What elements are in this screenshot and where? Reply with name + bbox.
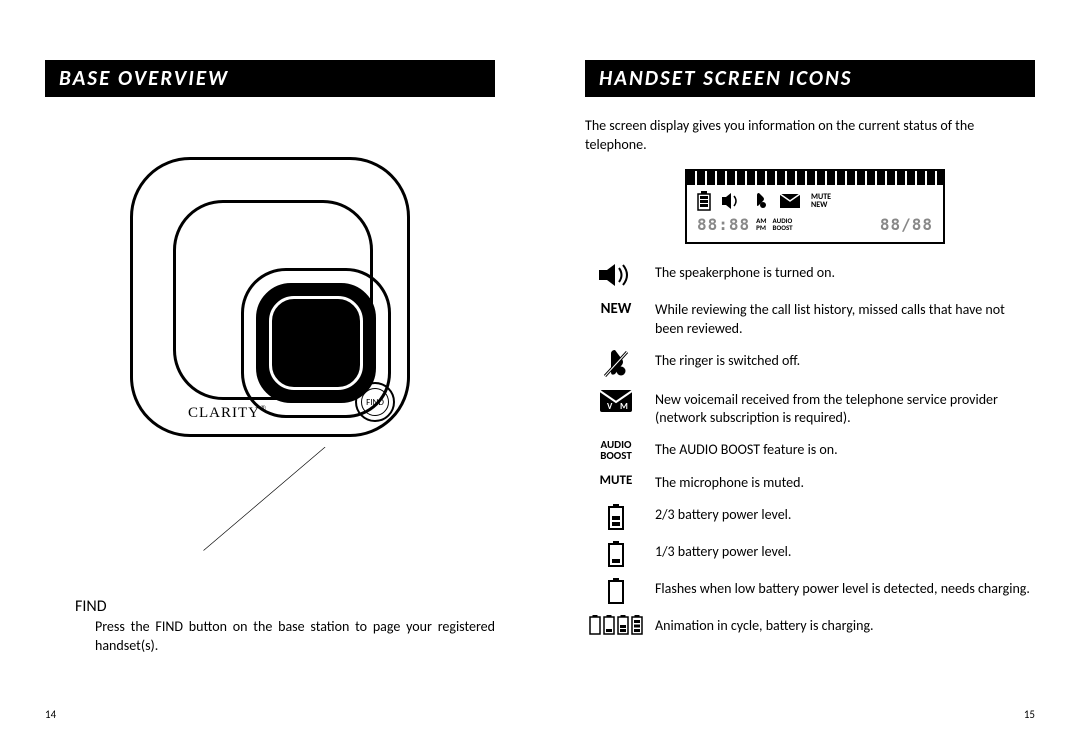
page-number-left: 14 (45, 708, 56, 721)
lcd-boost: BOOST (773, 224, 793, 231)
audio-boost-l2: BOOST (600, 450, 632, 461)
lcd-count: 88/88 (880, 215, 933, 234)
left-page: BASE OVERVIEW CLARITY® FIND FIND Press t… (0, 0, 540, 741)
svg-text:M: M (620, 401, 628, 412)
find-caption-label: FIND (75, 597, 495, 616)
lcd-pm: PM (756, 224, 766, 231)
speaker-icon (585, 262, 647, 288)
lcd-screen-diagram: MUTE NEW 88:88 AM PM AUDIO BOOST 88/88 (685, 169, 945, 244)
base-outer-shell: CLARITY® FIND (130, 157, 410, 437)
find-caption: FIND Press the FIND button on the base s… (75, 597, 495, 656)
battery-full-icon (697, 191, 711, 211)
mute-icon: MUTE (585, 472, 647, 493)
battery-13-desc: 1/3 battery power level. (655, 541, 1035, 567)
brand-text: CLARITY (188, 405, 260, 421)
lcd-new-label: NEW (811, 201, 831, 209)
base-cradle (256, 283, 376, 403)
lcd-ampm: AM PM (756, 217, 766, 231)
intro-text: The screen display gives you information… (585, 117, 1035, 155)
mute-desc: The microphone is muted. (655, 472, 1035, 493)
voicemail-icon: VM (585, 389, 647, 429)
callout-line (170, 447, 360, 557)
lcd-mute-new: MUTE NEW (811, 193, 831, 209)
battery-23-desc: 2/3 battery power level. (655, 504, 1035, 530)
find-button: FIND (355, 382, 395, 422)
new-icon: NEW (585, 299, 647, 339)
lcd-body: MUTE NEW 88:88 AM PM AUDIO BOOST 88/88 (687, 185, 943, 242)
right-page: HANDSET SCREEN ICONS The screen display … (540, 0, 1080, 741)
lcd-row-1: MUTE NEW (697, 191, 933, 211)
battery-empty-desc: Flashes when low battery power level is … (655, 578, 1035, 604)
battery-empty-icon (585, 578, 647, 604)
battery-charging-desc: Animation in cycle, battery is charging. (655, 615, 1035, 636)
voicemail-desc: New voicemail received from the telephon… (655, 389, 1035, 429)
find-button-label: FIND (366, 397, 384, 408)
new-desc: While reviewing the call list history, m… (655, 299, 1035, 339)
base-station-diagram: CLARITY® FIND (90, 157, 450, 537)
svg-text:V: V (607, 401, 613, 412)
lcd-audioboost: AUDIO BOOST (773, 217, 793, 231)
icon-legend-table: The speakerphone is turned on. NEW While… (585, 262, 1035, 636)
battery-23-icon (585, 504, 647, 530)
lcd-time: 88:88 (697, 215, 750, 234)
page-number-right: 15 (1024, 708, 1035, 721)
ringer-off-desc: The ringer is switched off. (655, 350, 1035, 378)
find-button-inner: FIND (361, 388, 389, 416)
audio-boost-icon: AUDIO BOOST (585, 439, 647, 461)
audio-boost-desc: The AUDIO BOOST feature is on. (655, 439, 1035, 461)
envelope-small-icon (779, 193, 801, 209)
lcd-row-2: 88:88 AM PM AUDIO BOOST 88/88 (697, 215, 933, 234)
base-inner-ring (173, 200, 373, 400)
base-overview-header: BASE OVERVIEW (45, 60, 495, 97)
speaker-small-icon (721, 192, 741, 210)
lcd-top-border (687, 171, 943, 185)
battery-charging-icon (585, 615, 647, 636)
find-caption-desc: Press the FIND button on the base statio… (75, 618, 495, 656)
ringer-small-icon (751, 192, 769, 210)
speaker-desc: The speakerphone is turned on. (655, 262, 1035, 288)
ringer-off-icon (585, 350, 647, 378)
brand-logo: CLARITY® (188, 404, 267, 422)
handset-icons-header: HANDSET SCREEN ICONS (585, 60, 1035, 97)
battery-13-icon (585, 541, 647, 567)
